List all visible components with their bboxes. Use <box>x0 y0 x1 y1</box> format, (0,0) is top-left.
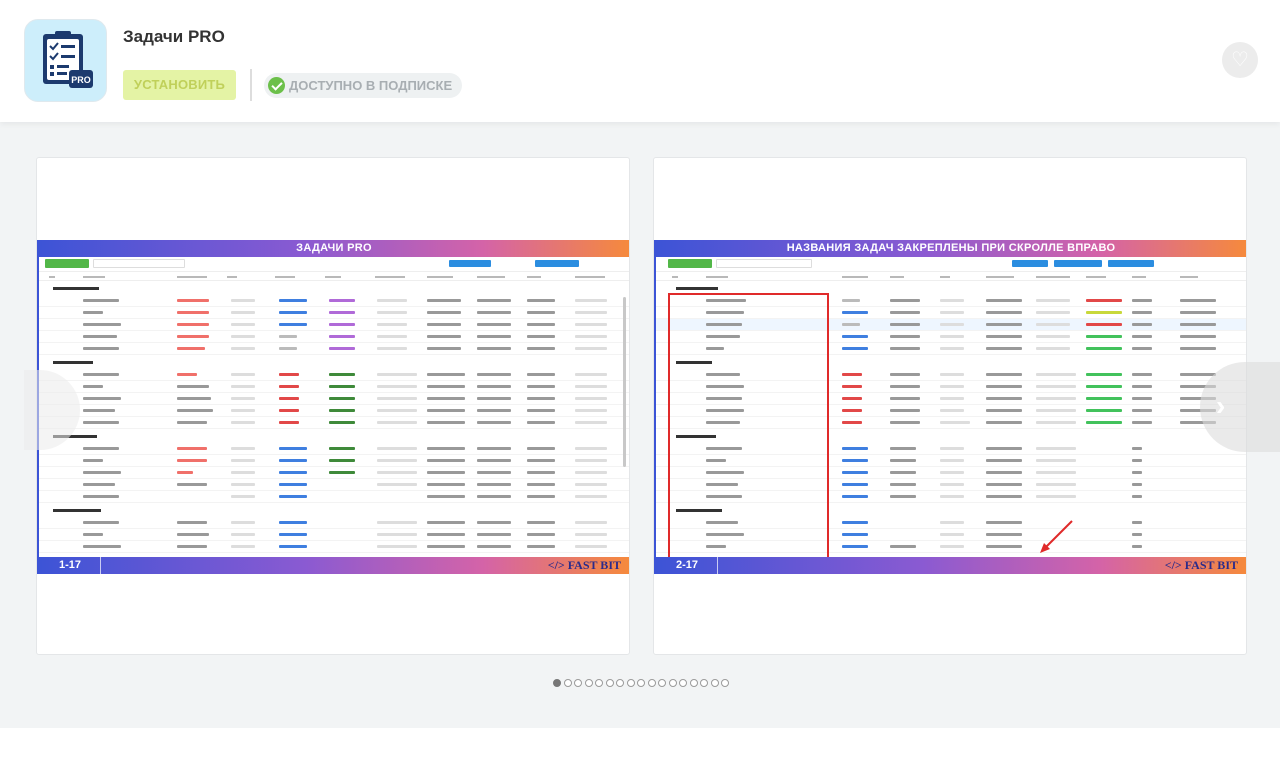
pagination-dot[interactable] <box>668 679 677 687</box>
pagination-dot[interactable] <box>616 679 624 687</box>
slide-image: НАЗВАНИЯ ЗАДАЧ ЗАКРЕПЛЕНЫ ПРИ СКРОЛЛЕ ВП… <box>654 240 1246 574</box>
slide-footer: 1-17 </> FAST BIT <box>37 557 629 574</box>
search-input-preview <box>93 259 185 268</box>
check-icon <box>268 77 285 94</box>
brand-logo: </> FAST BIT <box>547 558 621 572</box>
brand-logo: </> FAST BIT <box>1164 558 1238 572</box>
table-preview <box>656 257 1246 557</box>
create-task-button-preview <box>45 259 89 268</box>
pagination-dot[interactable] <box>689 679 698 687</box>
pagination-dot[interactable] <box>563 679 572 687</box>
table-header-preview <box>39 271 629 281</box>
gallery-slide-1[interactable]: ЗАДАЧИ PRO <box>36 157 630 655</box>
group-row-preview <box>45 283 245 295</box>
pagination-dot[interactable] <box>647 679 656 687</box>
pagination-dot[interactable] <box>710 679 719 687</box>
install-button[interactable]: УСТАНОВИТЬ <box>123 70 236 100</box>
app-title: Задачи PRO <box>123 27 225 46</box>
app-icon: PRO <box>24 19 107 102</box>
table-preview <box>39 257 629 557</box>
group-row-preview <box>45 357 245 369</box>
screenshot-gallery: ЗАДАЧИ PRO <box>0 122 1280 728</box>
gallery-slide-2[interactable]: НАЗВАНИЯ ЗАДАЧ ЗАКРЕПЛЕНЫ ПРИ СКРОЛЛЕ ВП… <box>653 157 1247 655</box>
table-toolbar <box>39 257 629 270</box>
group-chip-preview <box>1108 260 1154 267</box>
slide-title: НАЗВАНИЯ ЗАДАЧ ЗАКРЕПЛЕНЫ ПРИ СКРОЛЛЕ ВП… <box>786 242 1116 254</box>
pagination-dot[interactable] <box>626 679 635 687</box>
pagination-dot[interactable] <box>584 679 593 687</box>
pagination-dot[interactable] <box>679 679 687 687</box>
favorite-button[interactable]: ♡ <box>1222 42 1258 78</box>
table-header-preview <box>656 271 1246 281</box>
pagination-dot[interactable] <box>605 679 614 687</box>
search-input-preview <box>716 259 812 268</box>
pagination-dot[interactable] <box>700 679 708 687</box>
slide-page-number: 2-17 <box>676 559 699 571</box>
tasks-clipboard-icon: PRO <box>43 31 93 88</box>
pagination-dot[interactable] <box>553 679 561 687</box>
subscription-label: ДОСТУПНО В ПОДПИСКЕ <box>289 78 453 93</box>
slide-page-number: 1-17 <box>59 559 82 571</box>
slide-image: ЗАДАЧИ PRO <box>37 240 629 574</box>
filter-chip-preview <box>1012 260 1048 267</box>
pagination-dot[interactable] <box>595 679 603 687</box>
arrow-icon <box>1040 520 1073 553</box>
chevron-right-icon: › <box>1216 390 1226 421</box>
pro-badge-text: PRO <box>71 75 91 85</box>
subscription-badge: ДОСТУПНО В ПОДПИСКЕ <box>264 73 463 98</box>
group-row-preview <box>45 431 245 443</box>
pagination-dot[interactable] <box>721 679 729 687</box>
table-toolbar <box>656 257 1246 270</box>
heart-icon: ♡ <box>1231 49 1249 71</box>
sort-chip-preview <box>1054 260 1102 267</box>
scrollbar-preview <box>623 297 626 467</box>
create-task-button-preview <box>668 259 712 268</box>
divider <box>250 69 252 101</box>
pagination-dot[interactable] <box>574 679 582 687</box>
slide-title: ЗАДАЧИ PRO <box>296 242 372 254</box>
group-row-preview <box>45 505 245 517</box>
pagination-dot[interactable] <box>658 679 666 687</box>
pagination-dot[interactable] <box>637 679 645 687</box>
next-slide-button[interactable]: › <box>1200 362 1280 452</box>
filter-chip-preview <box>449 260 491 267</box>
app-header: PRO Задачи PRO УСТАНОВИТЬ ДОСТУПНО В ПОД… <box>0 0 1280 122</box>
slide-footer: 2-17 </> FAST BIT <box>654 557 1246 574</box>
highlight-frame <box>668 293 829 557</box>
group-chip-preview <box>535 260 579 267</box>
